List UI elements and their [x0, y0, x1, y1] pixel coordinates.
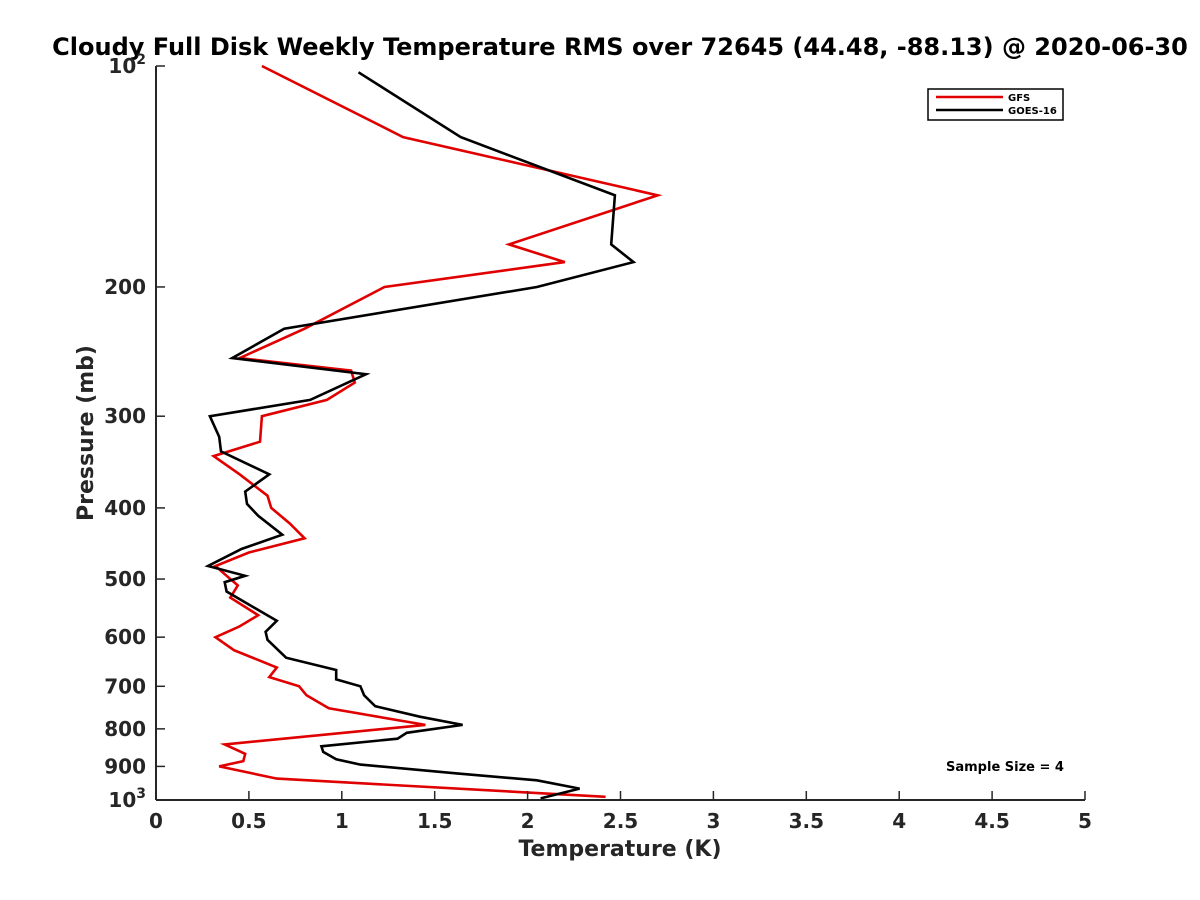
y-axis-label: Pressure (mb): [74, 345, 99, 521]
chart-title: Cloudy Full Disk Weekly Temperature RMS …: [52, 33, 1188, 61]
x-tick-label: 3: [706, 809, 720, 833]
x-tick-label: 2.5: [603, 809, 638, 833]
x-tick-label: 1.5: [417, 809, 452, 833]
x-tick-label: 4.5: [974, 809, 1009, 833]
legend-label-gfs: GFS: [1008, 93, 1030, 104]
y-tick-label: 400: [104, 496, 146, 520]
y-tick-label: 800: [104, 717, 146, 741]
x-tick-label: 5: [1078, 809, 1092, 833]
y-tick-label: 300: [104, 404, 146, 428]
x-tick-label: 2: [521, 809, 535, 833]
y-tick-label: 103: [108, 786, 146, 812]
x-tick-label: 1: [335, 809, 349, 833]
series-line-gfs: [210, 64, 663, 799]
legend-box: [927, 88, 1064, 121]
legend: GFS GOES-16: [927, 88, 1064, 121]
y-tick-label: 900: [104, 754, 146, 778]
sample-size-annotation: Sample Size = 4: [946, 760, 1064, 775]
x-tick-label: 4: [892, 809, 906, 833]
y-tick-label: 102: [108, 52, 146, 78]
plot-lines: [204, 64, 663, 800]
x-tick-label: 0: [149, 809, 163, 833]
x-axis-label: Temperature (K): [518, 837, 721, 862]
y-tick-label: 200: [104, 275, 146, 299]
y-ticks: 102 200 300 400 500 600 700 800 900 103: [104, 52, 165, 812]
series-line-goes16: [204, 71, 637, 800]
y-tick-label: 700: [104, 674, 146, 698]
x-tick-label: 3.5: [789, 809, 824, 833]
x-tick-label: 0.5: [231, 809, 266, 833]
y-tick-label: 600: [104, 625, 146, 649]
x-ticks: 0 0.5 1 1.5 2 2.5 3 3.5 4 4.5 5: [149, 791, 1092, 833]
legend-label-goes16: GOES-16: [1008, 106, 1057, 117]
y-tick-label: 500: [104, 567, 146, 591]
